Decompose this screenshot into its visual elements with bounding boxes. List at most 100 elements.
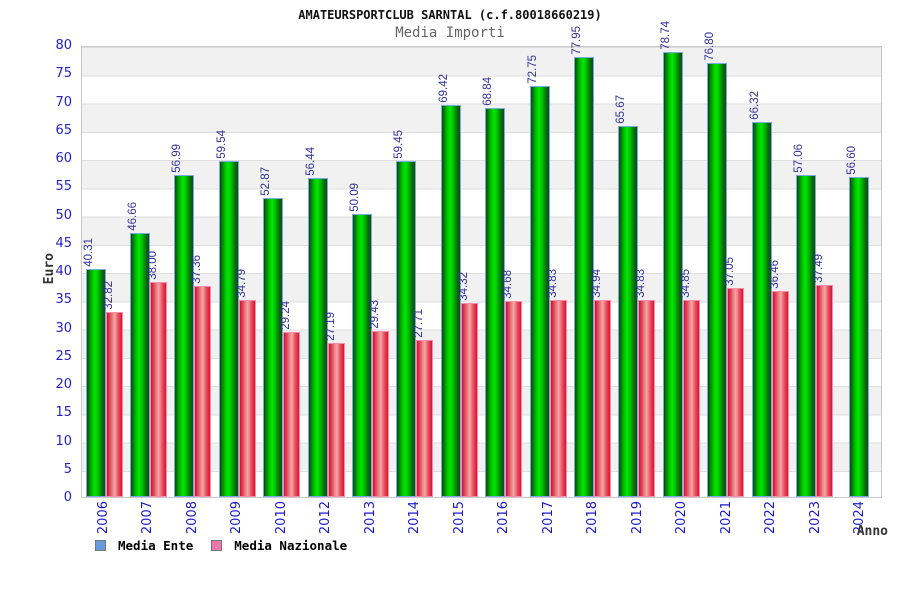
bar-media-ente-2009: 59.54 xyxy=(216,130,239,497)
bar-group-2022: 66.32 36.46 xyxy=(748,47,792,497)
bar-group-2016: 68.84 34.68 xyxy=(482,47,526,497)
x-axis-label: Anno xyxy=(856,524,888,539)
bar-group-2013: 50.09 29.43 xyxy=(348,47,392,497)
x-tick-label: 2019 xyxy=(629,501,645,535)
bar-value-label: 37.36 xyxy=(191,255,204,284)
x-tick-cell: 2023 xyxy=(793,501,838,553)
x-tick-label: 2014 xyxy=(407,501,423,535)
bar-media-nazionale-2016: 34.68 xyxy=(502,270,523,497)
bar-media-ente-2012: 56.44 xyxy=(305,147,328,497)
x-tick-label: 2020 xyxy=(674,501,690,535)
y-tick-label: 75 xyxy=(55,66,72,82)
x-tick-cell: 2016 xyxy=(482,501,527,553)
x-tick-label: 2017 xyxy=(540,501,556,535)
bar-group-2024: 56.60 xyxy=(837,47,881,497)
bar-group-2018: 77.95 34.94 xyxy=(570,26,614,497)
bar-media-ente-2013: 50.09 xyxy=(349,183,373,497)
x-tick-cell: 2017 xyxy=(526,501,571,553)
bar-value-label: 65.67 xyxy=(615,95,628,124)
bar-media-nazionale-2013: 29.43 xyxy=(369,300,390,497)
bar-value-label: 34.83 xyxy=(546,269,559,298)
bar-value-label: 27.19 xyxy=(324,312,337,341)
bar-group-2012: 56.44 27.19 xyxy=(304,47,348,497)
bar-group-2020: 78.74 34.85 xyxy=(659,21,703,497)
bar-media-nazionale-2020: 34.85 xyxy=(680,269,700,497)
bar-media-nazionale-2018: 34.94 xyxy=(591,269,611,497)
bar-media-nazionale-2014: 27.71 xyxy=(413,309,434,497)
bar-value-label: 56.99 xyxy=(171,144,184,173)
bar-value-label: 72.75 xyxy=(526,55,539,84)
y-tick-label: 40 xyxy=(55,264,72,279)
y-tick-label: 10 xyxy=(55,433,72,449)
x-tick-cell: 2013 xyxy=(348,501,393,553)
bar-group-2010: 52.87 29.24 xyxy=(260,47,304,497)
bar-media-nazionale-2017: 34.83 xyxy=(547,269,567,497)
bar-media-nazionale-2022: 36.46 xyxy=(769,260,789,497)
bar-media-nazionale-2006: 32.82 xyxy=(103,281,123,497)
bar-media-nazionale-2021: 37.05 xyxy=(724,257,745,497)
bar-media-ente-2014: 59.45 xyxy=(393,130,417,497)
bar-group-2007: 46.66 38.00 xyxy=(126,47,170,497)
x-tick-label: 2007 xyxy=(140,501,156,535)
legend-item: Media Ente xyxy=(95,538,193,553)
bar-media-ente-2020: 78.74 xyxy=(660,21,683,497)
page-title: AMATEURSPORTCLUB SARNTAL (c.f.8001866021… xyxy=(298,8,602,22)
bar-media-nazionale-2007: 38.00 xyxy=(147,251,168,497)
bar-group-2017: 72.75 34.83 xyxy=(526,47,570,497)
bar-media-nazionale-2019: 34.83 xyxy=(635,269,656,497)
y-tick-label: 55 xyxy=(55,179,72,195)
legend-swatch xyxy=(95,540,106,551)
x-tick-cell: 2019 xyxy=(615,501,660,553)
x-tick-cell: 2014 xyxy=(393,501,438,553)
bar-group-2019: 65.67 34.83 xyxy=(615,47,659,497)
bar-value-label: 29.24 xyxy=(280,301,293,330)
bar-media-nazionale-2009: 34.79 xyxy=(236,269,256,497)
y-tick-label: 50 xyxy=(55,207,72,223)
bar-media-ente-2024: 56.60 xyxy=(846,146,869,497)
bar-group-2008: 56.99 37.36 xyxy=(171,47,215,497)
y-tick-label: 65 xyxy=(55,122,72,138)
bar-media-ente-2006: 40.31 xyxy=(83,238,106,497)
bar-value-label: 76.80 xyxy=(704,32,717,61)
x-tick-label: 2012 xyxy=(318,501,334,535)
y-tick-label: 80 xyxy=(55,38,72,53)
bar-value-label: 66.32 xyxy=(748,91,761,120)
x-tick-cell: 2018 xyxy=(571,501,616,553)
y-tick-label: 20 xyxy=(55,377,72,392)
bar-media-ente-2008: 56.99 xyxy=(171,144,195,497)
bars-container: 40.31 32.82 46.66 38.00 56.99 37.36 59.54 34.79… xyxy=(82,21,881,497)
bar-value-label: 37.49 xyxy=(812,254,825,283)
bar-media-ente-2015: 69.42 xyxy=(438,74,461,497)
bar-value-label: 34.83 xyxy=(635,269,648,298)
bar-value-label: 77.95 xyxy=(570,26,583,55)
bar-value-label: 34.32 xyxy=(457,272,470,301)
bar-media-ente-2021: 76.80 xyxy=(704,32,728,497)
x-tick-label: 2008 xyxy=(184,501,200,535)
bar-value-label: 27.71 xyxy=(413,309,426,338)
bar-value-label: 69.42 xyxy=(437,74,450,103)
y-tick-label: 60 xyxy=(55,151,72,166)
x-tick-label: 2015 xyxy=(451,501,467,535)
x-tick-label: 2018 xyxy=(585,501,601,535)
bar-media-ente-2007: 46.66 xyxy=(127,202,151,497)
bar-value-label: 37.05 xyxy=(724,257,737,286)
bar-value-label: 57.06 xyxy=(792,144,805,173)
x-tick-cell: 2021 xyxy=(704,501,749,553)
y-tick-label: 30 xyxy=(55,320,72,336)
bar-group-2023: 57.06 37.49 xyxy=(792,47,836,497)
bar-value-label: 40.31 xyxy=(82,238,95,267)
x-tick-cell: 2022 xyxy=(749,501,794,553)
x-tick-label: 2016 xyxy=(496,501,512,535)
x-tick-label: 2009 xyxy=(229,501,245,535)
x-tick-label: 2022 xyxy=(763,501,779,535)
bar-value-label: 50.09 xyxy=(349,183,362,212)
x-tick-cell: 2020 xyxy=(660,501,705,553)
bar-media-nazionale-2023: 37.49 xyxy=(813,254,833,497)
bar-value-label: 34.94 xyxy=(590,269,603,298)
bar-media-ente-2022: 66.32 xyxy=(749,91,772,497)
bar-group-2015: 69.42 34.32 xyxy=(437,47,481,497)
bar-media-ente-2023: 57.06 xyxy=(793,144,816,497)
bar-value-label: 32.82 xyxy=(102,281,115,310)
bar-value-label: 56.60 xyxy=(845,146,858,175)
